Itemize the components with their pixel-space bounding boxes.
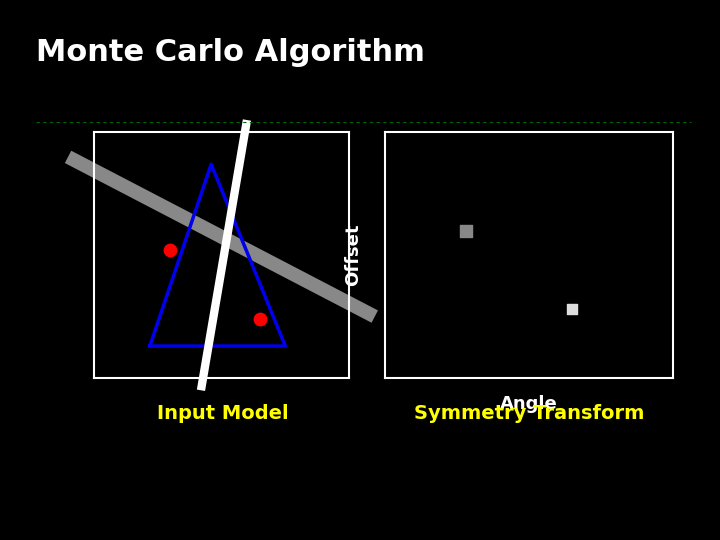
Point (164, 246, 176, 254)
Text: Offset: Offset (344, 224, 362, 286)
Point (567, 305, 578, 314)
Text: Monte Carlo Algorithm: Monte Carlo Algorithm (36, 38, 425, 67)
Point (460, 226, 472, 235)
Text: Angle: Angle (500, 395, 558, 413)
Text: Symmetry Transform: Symmetry Transform (414, 403, 644, 423)
Point (254, 315, 266, 323)
Text: Input Model: Input Model (158, 403, 289, 423)
